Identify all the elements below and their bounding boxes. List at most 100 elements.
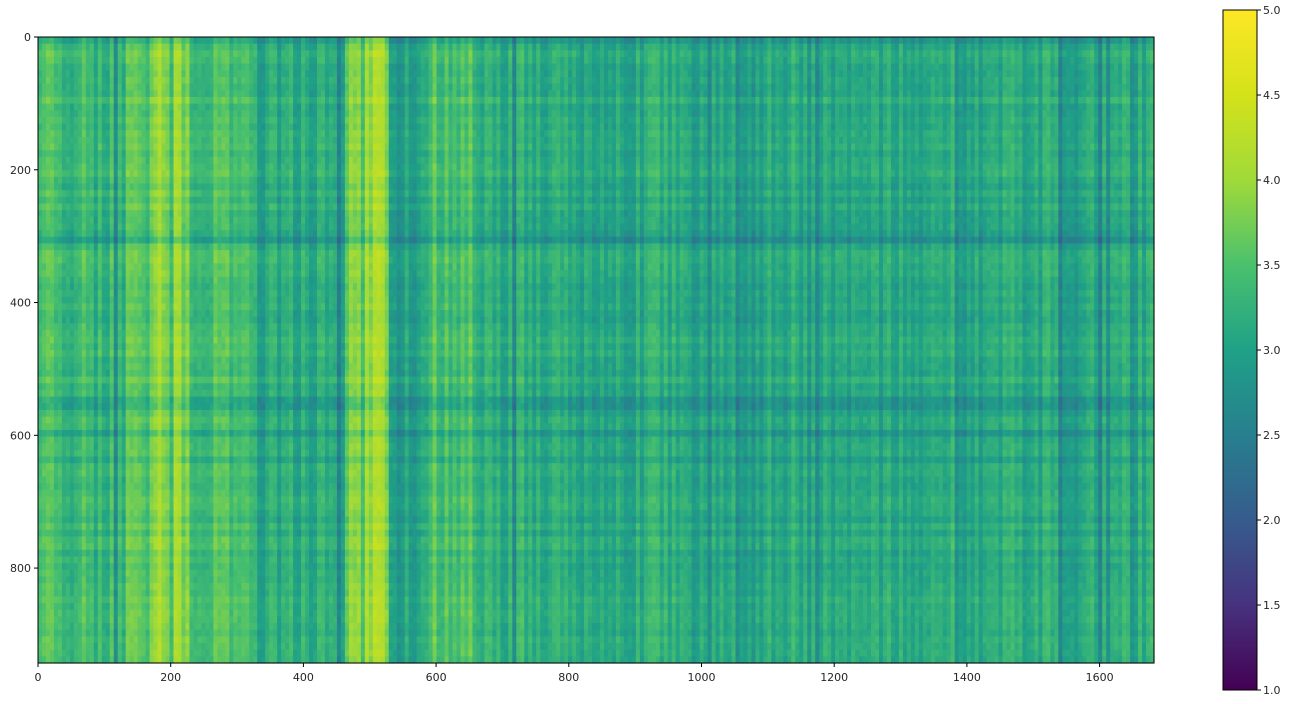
heatmap-cell <box>396 43 402 51</box>
heatmap-cell <box>456 43 462 51</box>
heatmap-cell <box>962 143 968 151</box>
heatmap-cell <box>336 37 342 45</box>
heatmap-cell <box>524 43 529 51</box>
heatmap-cell <box>707 136 713 145</box>
heatmap-cell <box>855 56 860 65</box>
heatmap-cell <box>867 56 872 65</box>
heatmap-cell <box>687 136 693 145</box>
heatmap-cell <box>257 96 262 105</box>
heatmap-cell <box>1018 56 1024 65</box>
heatmap-cell <box>101 70 107 78</box>
heatmap-cell <box>735 143 741 151</box>
heatmap-cell <box>336 143 342 151</box>
heatmap-cell <box>795 116 800 125</box>
heatmap-cell <box>460 56 466 65</box>
heatmap-cell <box>1106 37 1111 45</box>
heatmap-cell <box>623 90 629 98</box>
heatmap-cell <box>783 103 788 111</box>
heatmap-cell <box>472 70 478 78</box>
heatmap-cell <box>540 83 545 91</box>
heatmap-cell <box>863 83 868 91</box>
heatmap-cell <box>898 76 904 85</box>
heatmap-cell <box>564 70 569 78</box>
heatmap-cell <box>217 70 222 78</box>
heatmap-cell <box>201 90 206 98</box>
heatmap-cell <box>305 130 310 138</box>
heatmap-cell <box>619 43 625 51</box>
heatmap-cell <box>894 150 900 158</box>
heatmap-cell <box>229 70 234 78</box>
heatmap-cell <box>1146 43 1151 51</box>
heatmap-cell <box>954 96 960 105</box>
heatmap-cell <box>305 70 310 78</box>
heatmap-cell <box>101 76 107 85</box>
heatmap-cell <box>588 130 593 138</box>
heatmap-cell <box>759 76 764 85</box>
heatmap-cell <box>173 43 179 51</box>
heatmap-cell <box>1018 37 1024 45</box>
heatmap-cell <box>364 103 370 111</box>
heatmap-cell <box>500 116 505 125</box>
heatmap-cell <box>185 110 191 118</box>
heatmap-cell <box>1138 63 1143 71</box>
heatmap-cell <box>1114 83 1119 91</box>
heatmap-cell <box>173 123 179 131</box>
heatmap-cell <box>476 83 482 91</box>
heatmap-cell <box>1006 130 1012 138</box>
heatmap-cell <box>125 83 131 91</box>
heatmap-cell <box>552 37 557 45</box>
heatmap-cell <box>38 103 43 111</box>
heatmap-cell <box>141 56 147 65</box>
heatmap-cell <box>572 130 577 138</box>
heatmap-cell <box>161 143 167 151</box>
heatmap-cell <box>843 96 848 105</box>
heatmap-cell <box>205 70 210 78</box>
heatmap-cell <box>835 110 840 118</box>
heatmap-cell <box>580 123 585 131</box>
heatmap-cell <box>532 63 537 71</box>
heatmap-cell <box>655 96 661 105</box>
heatmap-cell <box>994 96 1000 105</box>
heatmap-cell <box>1130 76 1135 85</box>
heatmap-cell <box>699 143 705 151</box>
heatmap-cell <box>113 90 119 98</box>
heatmap-cell <box>229 56 234 65</box>
heatmap-cell <box>348 130 354 138</box>
heatmap-cell <box>392 56 398 65</box>
heatmap-cell <box>289 63 294 71</box>
heatmap-cell <box>348 96 354 105</box>
heatmap-cell <box>313 76 318 85</box>
heatmap-cell <box>420 76 426 85</box>
heatmap-cell <box>464 143 470 151</box>
heatmap-cell <box>719 37 725 45</box>
heatmap-cell <box>811 96 816 105</box>
heatmap-cell <box>265 70 270 78</box>
heatmap-cell <box>827 150 832 158</box>
heatmap-cell <box>324 83 330 91</box>
heatmap-cell <box>81 37 87 45</box>
heatmap-cell <box>930 143 936 151</box>
heatmap-cell <box>878 37 884 45</box>
heatmap-cell <box>552 50 557 58</box>
heatmap-cell <box>1078 103 1083 111</box>
heatmap-cell <box>257 150 262 158</box>
heatmap-cell <box>428 110 434 118</box>
heatmap-cell <box>1078 116 1083 125</box>
heatmap-cell <box>412 90 418 98</box>
heatmap-cell <box>420 150 426 158</box>
heatmap-cell <box>245 130 250 138</box>
heatmap-cell <box>735 116 741 125</box>
heatmap-cell <box>536 90 541 98</box>
heatmap-cell <box>779 50 784 58</box>
heatmap-cell <box>348 103 354 111</box>
heatmap-cell <box>448 90 454 98</box>
heatmap-cell <box>420 96 426 105</box>
heatmap-cell <box>508 56 513 65</box>
heatmap-cell <box>572 56 577 65</box>
heatmap-cell <box>332 90 338 98</box>
heatmap-cell <box>978 56 984 65</box>
heatmap-cell <box>974 103 980 111</box>
heatmap-cell <box>53 110 59 118</box>
heatmap-cell <box>476 116 482 125</box>
heatmap-cell <box>823 43 828 51</box>
